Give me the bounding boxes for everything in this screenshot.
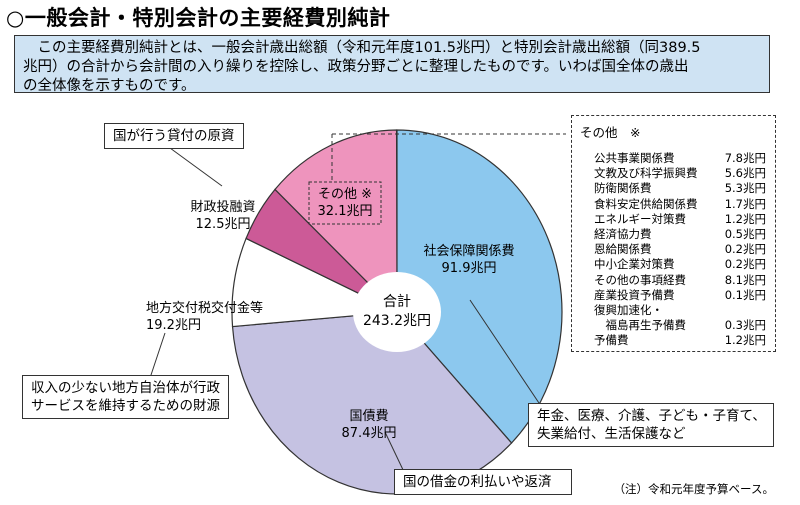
other-item-name: 防衛関係費 (594, 181, 652, 196)
other-item-value: 0.3兆円 (724, 318, 766, 333)
slice-name: その他 ※ (317, 187, 373, 202)
callout-debt: 国の借金の利払いや返済 (394, 469, 572, 495)
callout-text: 国の借金の利払いや返済 (403, 474, 552, 490)
center-total-value: 243.2兆円 (362, 313, 432, 329)
other-breakdown-row: 福島再生予備費 0.3兆円 (594, 317, 766, 333)
slice-value: 19.2兆円 (146, 318, 201, 333)
other-label-frame (308, 181, 382, 225)
other-breakdown-panel: その他 ※ 公共事業関係費 7.8兆円文教及び科学振興費 5.6兆円防衛関係費 5.3… (571, 115, 776, 352)
center-total-title: 合計 (383, 294, 411, 310)
other-breakdown-row: その他の事項経費 8.1兆円 (594, 272, 766, 288)
other-item-name: エネルギー対策費 (594, 211, 686, 226)
callout-text: 国が行う貸付の原資 (113, 128, 235, 144)
callout-social-security: 年金、医療、介護、子ども・子育て、 失業給付、生活保護など (528, 403, 774, 447)
other-item-value: 5.3兆円 (724, 181, 766, 196)
leader-line (469, 299, 546, 413)
other-breakdown-row: 予備費 1.2兆円 (594, 332, 766, 348)
other-breakdown-row: 公共事業関係費 7.8兆円 (594, 150, 766, 166)
other-item-value: 0.1兆円 (724, 287, 766, 302)
callout-local-finance: 収入の少ない地方自治体が行政 サービスを維持するための財源 (22, 375, 229, 419)
intro-line: の全体像を示すものです。 (23, 78, 196, 94)
slice-value: 12.5兆円 (195, 217, 251, 232)
slice-value: 87.4兆円 (341, 426, 397, 441)
center-label: 合計 243.2兆円 (357, 293, 437, 331)
other-item-name: 福島再生予備費 (594, 318, 686, 333)
callout-text: 収入の少ない地方自治体が行政 (31, 380, 220, 396)
other-item-value: 7.8兆円 (724, 151, 766, 165)
other-breakdown-row: エネルギー対策費 1.2兆円 (594, 211, 766, 227)
slice-value: 32.1兆円 (317, 204, 373, 219)
other-item-name: 食料安定供給関係費 (594, 196, 698, 211)
other-item-value: 1.7兆円 (724, 196, 766, 211)
page-title: ○一般会計・特別会計の主要経費別純計 (6, 6, 391, 30)
slice-label-fiscal-investment: 財政投融資 12.5兆円 (178, 199, 268, 233)
other-item-value: 8.1兆円 (724, 272, 766, 287)
other-item-name: 文教及び科学振興費 (594, 166, 698, 181)
other-item-name: 恩給関係費 (594, 242, 652, 257)
other-breakdown-row: 食料安定供給関係費 1.7兆円 (594, 196, 766, 212)
slice-label-debt-service: 国債費 87.4兆円 (334, 408, 404, 442)
other-breakdown-row: 中小企業対策費 0.2兆円 (594, 256, 766, 272)
other-item-name: 中小企業対策費 (594, 257, 675, 272)
other-breakdown-row: 恩給関係費 0.2兆円 (594, 241, 766, 257)
pie-slice-social-security (396, 129, 563, 444)
intro-box: この主要経費別純計とは、一般会計歳出総額（令和元年度101.5兆円）と特別会計歳… (14, 35, 770, 94)
other-item-name: 公共事業関係費 (594, 151, 675, 165)
other-item-name: 経済協力費 (594, 227, 652, 241)
other-breakdown-row: 復興加速化・ (594, 302, 766, 318)
center-circle (353, 272, 441, 352)
callout-text: 年金、医療、介護、子ども・子育て、 (537, 408, 766, 424)
other-item-name: その他の事項経費 (594, 272, 686, 287)
slice-label-other: その他 ※ 32.1兆円 (309, 186, 381, 220)
other-breakdown-heading: その他 ※ (580, 125, 641, 140)
callout-loan: 国が行う貸付の原資 (104, 123, 244, 149)
slice-label-social-security: 社会保障関係費 91.9兆円 (410, 243, 528, 277)
slice-value: 91.9兆円 (441, 261, 497, 276)
other-breakdown-row: 経済協力費 0.5兆円 (594, 226, 766, 242)
other-item-value: 1.2兆円 (724, 333, 766, 348)
other-item-value: 0.2兆円 (724, 257, 766, 272)
slice-name: 社会保障関係費 (423, 244, 515, 259)
other-item-name: 復興加速化・ (594, 303, 663, 317)
callout-text: サービスを維持するための財源 (31, 398, 220, 414)
other-item-value: 5.6兆円 (724, 166, 766, 181)
other-breakdown-row: 文教及び科学振興費 5.6兆円 (594, 165, 766, 181)
intro-line: 兆円）の合計から会計間の入り繰りを控除し、政策分野ごとに整理したものです。いわば… (23, 59, 689, 75)
leader-line (384, 431, 406, 475)
other-breakdown-row: 防衛関係費 5.3兆円 (594, 180, 766, 196)
pie-slice-other (274, 129, 398, 314)
leader-line (169, 147, 223, 187)
other-item-value: 0.2兆円 (724, 242, 766, 257)
other-item-value: 0.5兆円 (724, 227, 766, 241)
slice-name: 国債費 (349, 409, 389, 424)
slice-label-local-allocation: 地方交付税交付金等 19.2兆円 (146, 300, 276, 334)
callout-text: 失業給付、生活保護など (537, 426, 686, 442)
footnote: （注）令和元年度予算ベース。 (613, 482, 774, 496)
other-breakdown-row: 産業投資予備費 0.1兆円 (594, 287, 766, 303)
slice-name: 地方交付税交付金等 (146, 301, 264, 316)
other-item-name: 産業投資予備費 (594, 287, 675, 302)
other-item-value: 1.2兆円 (724, 211, 766, 226)
other-item-name: 予備費 (594, 333, 629, 348)
intro-line: この主要経費別純計とは、一般会計歳出総額（令和元年度101.5兆円）と特別会計歳… (23, 40, 701, 56)
slice-name: 財政投融資 (190, 200, 256, 215)
leader-line (149, 332, 166, 379)
